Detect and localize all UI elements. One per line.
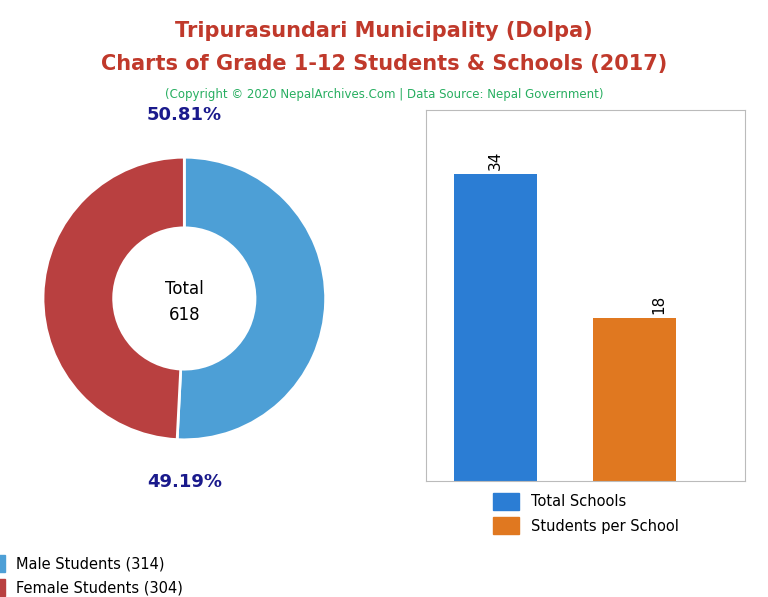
Text: Charts of Grade 1-12 Students & Schools (2017): Charts of Grade 1-12 Students & Schools … — [101, 54, 667, 74]
Wedge shape — [43, 157, 184, 439]
Text: 50.81%: 50.81% — [147, 106, 222, 124]
Text: Tripurasundari Municipality (Dolpa): Tripurasundari Municipality (Dolpa) — [175, 21, 593, 41]
Bar — [454, 174, 537, 481]
Text: (Copyright © 2020 NepalArchives.Com | Data Source: Nepal Government): (Copyright © 2020 NepalArchives.Com | Da… — [165, 88, 603, 101]
Text: 18: 18 — [651, 296, 667, 315]
Text: Total: Total — [165, 279, 204, 298]
Legend: Male Students (314), Female Students (304): Male Students (314), Female Students (30… — [0, 549, 189, 597]
Wedge shape — [177, 157, 326, 440]
Text: 49.19%: 49.19% — [147, 473, 222, 491]
Text: 618: 618 — [168, 306, 200, 324]
Legend: Total Schools, Students per School: Total Schools, Students per School — [487, 487, 684, 540]
Bar — [593, 318, 676, 481]
Text: 34: 34 — [488, 150, 503, 170]
